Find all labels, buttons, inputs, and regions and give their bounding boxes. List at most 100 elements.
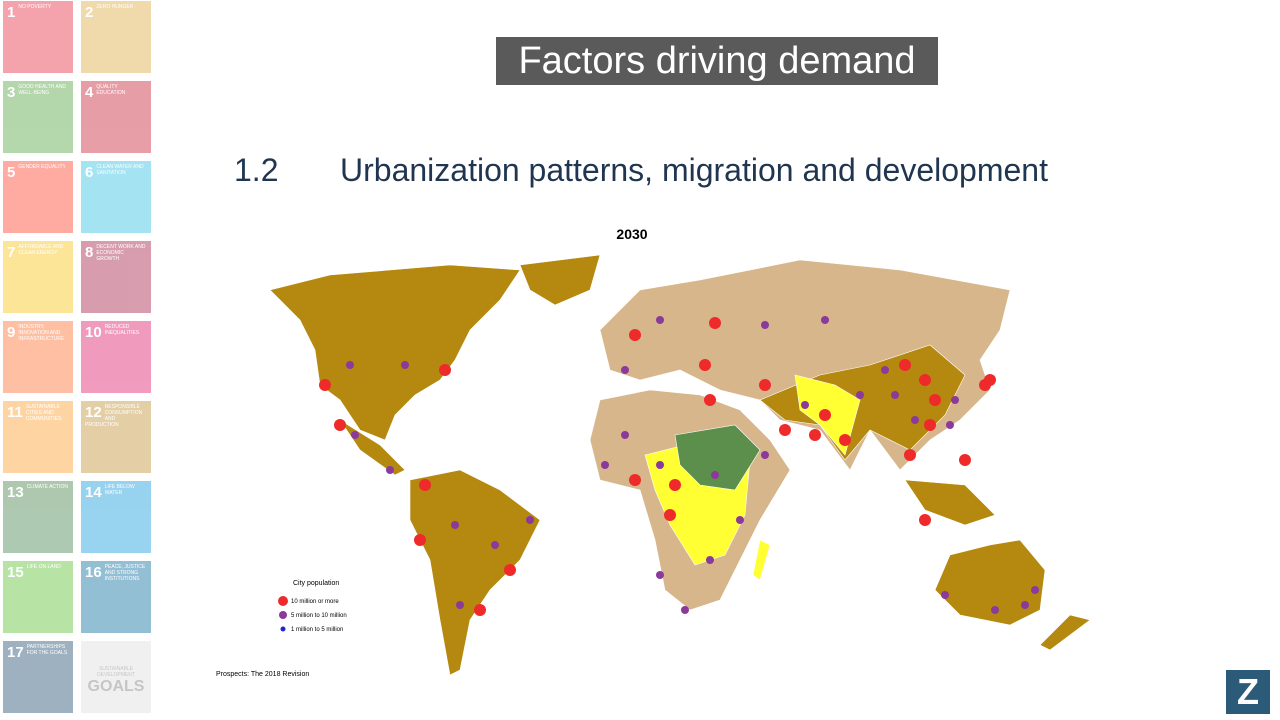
city-dot: [414, 534, 426, 546]
sdg-tile: 16 PEACE, JUSTICE AND STRONG INSTITUTIONS: [81, 561, 151, 633]
sdg-tile: 7 AFFORDABLE AND CLEAN ENERGY: [3, 241, 73, 313]
sdg-label: PEACE, JUSTICE AND STRONG INSTITUTIONS: [104, 564, 146, 582]
city-dot: [669, 479, 681, 491]
city-dot: [629, 329, 641, 341]
sdg-logo: SUSTAINABLE DEVELOPMENT GOALS: [81, 641, 151, 713]
city-dot: [959, 454, 971, 466]
sdg-tile: 3 GOOD HEALTH AND WELL-BEING: [3, 81, 73, 153]
city-dot: [899, 359, 911, 371]
sdg-number: 13: [7, 484, 24, 501]
city-dot: [759, 379, 771, 391]
city-dot: [419, 479, 431, 491]
city-dot: [856, 391, 864, 399]
city-dot: [706, 556, 714, 564]
city-dot: [704, 394, 716, 406]
sdg-tile: 2 ZERO HUNGER: [81, 1, 151, 73]
city-dot: [761, 321, 769, 329]
sdg-number: 2: [85, 4, 94, 21]
city-dot: [929, 394, 941, 406]
sdg-number: 5: [7, 164, 16, 181]
slide-title: Factors driving demand: [496, 37, 938, 85]
sdg-number: 7: [7, 244, 16, 261]
city-dot: [809, 429, 821, 441]
legend-swatch: [279, 611, 287, 619]
city-dot: [919, 374, 931, 386]
city-dot: [911, 416, 919, 424]
section-title: Urbanization patterns, migration and dev…: [340, 152, 1048, 188]
new-zealand: [1039, 614, 1091, 651]
sdg-label: INDUSTRY, INNOVATION AND INFRASTRUCTURE: [18, 324, 65, 342]
city-dot: [474, 604, 486, 616]
sdg-number: 16: [85, 564, 102, 581]
city-dot: [711, 471, 719, 479]
legend-label: 10 million or more: [291, 599, 339, 605]
brand-logo: Z: [1226, 670, 1270, 714]
sdg-label: LIFE BELOW WATER: [104, 484, 135, 496]
sdg-number: 6: [85, 164, 94, 181]
sdg-number: 10: [85, 324, 102, 341]
city-dot: [736, 516, 744, 524]
city-dot: [819, 409, 831, 421]
city-dot: [656, 461, 664, 469]
sdg-tile: 6 CLEAN WATER AND SANITATION: [81, 161, 151, 233]
southeast-asia: [904, 479, 996, 526]
sdg-label: CLEAN WATER AND SANITATION: [96, 164, 144, 176]
legend-label: 5 million to 10 million: [291, 613, 347, 619]
legend-label: 1 million to 5 million: [291, 627, 343, 633]
sdg-tile: 4 QUALITY EDUCATION: [81, 81, 151, 153]
city-dot: [699, 359, 711, 371]
city-dot: [941, 591, 949, 599]
city-dot: [881, 366, 889, 374]
city-dot: [761, 451, 769, 459]
city-dot: [779, 424, 791, 436]
city-dot: [821, 316, 829, 324]
continents: [269, 254, 1091, 676]
city-dot: [801, 401, 809, 409]
city-dot: [456, 601, 464, 609]
sdg-label: SUSTAINABLE CITIES AND COMMUNITIES: [25, 404, 62, 422]
city-dot: [334, 419, 346, 431]
city-dot: [904, 449, 916, 461]
city-dot: [991, 606, 999, 614]
legend-swatch: [280, 626, 286, 632]
sdg-logo-top: SUSTAINABLE DEVELOPMENT: [97, 666, 135, 678]
map-title: 2030: [616, 226, 647, 242]
sdg-label: LIFE ON LAND: [26, 564, 61, 570]
city-dot: [1031, 586, 1039, 594]
sdg-number: 4: [85, 84, 94, 101]
sdg-label: AFFORDABLE AND CLEAN ENERGY: [18, 244, 64, 256]
city-dot: [346, 361, 354, 369]
sdg-label: PARTNERSHIPS FOR THE GOALS: [26, 644, 68, 656]
sdg-number: 3: [7, 84, 16, 101]
sdg-number: 11: [7, 404, 23, 421]
sdg-tile: 13 CLIMATE ACTION: [3, 481, 73, 553]
sdg-tile: 9 INDUSTRY, INNOVATION AND INFRASTRUCTURE: [3, 321, 73, 393]
australia: [934, 539, 1046, 626]
city-dot: [621, 366, 629, 374]
city-dot: [401, 361, 409, 369]
city-dot: [891, 391, 899, 399]
sdg-tile: 17 PARTNERSHIPS FOR THE GOALS: [3, 641, 73, 713]
sdg-number: 8: [85, 244, 94, 261]
sdg-number: 12: [85, 404, 102, 421]
sdg-tile: 11 SUSTAINABLE CITIES AND COMMUNITIES: [3, 401, 73, 473]
city-dot: [601, 461, 609, 469]
city-dots: [319, 316, 1039, 616]
city-dot: [351, 431, 359, 439]
sdg-number: 14: [85, 484, 102, 501]
sdg-tile: 12 RESPONSIBLE CONSUMPTION AND PRODUCTION: [81, 401, 151, 473]
sdg-number: 15: [7, 564, 24, 581]
sdg-tile: 14 LIFE BELOW WATER: [81, 481, 151, 553]
sdg-tile: 8 DECENT WORK AND ECONOMIC GROWTH: [81, 241, 151, 313]
legend-swatch: [278, 596, 288, 606]
sdg-tile: 15 LIFE ON LAND: [3, 561, 73, 633]
city-dot: [451, 521, 459, 529]
sdg-number: 1: [7, 4, 16, 21]
city-dot: [656, 316, 664, 324]
sdg-label: RESPONSIBLE CONSUMPTION AND PRODUCTION: [85, 404, 143, 428]
city-dot: [919, 514, 931, 526]
city-dot: [491, 541, 499, 549]
